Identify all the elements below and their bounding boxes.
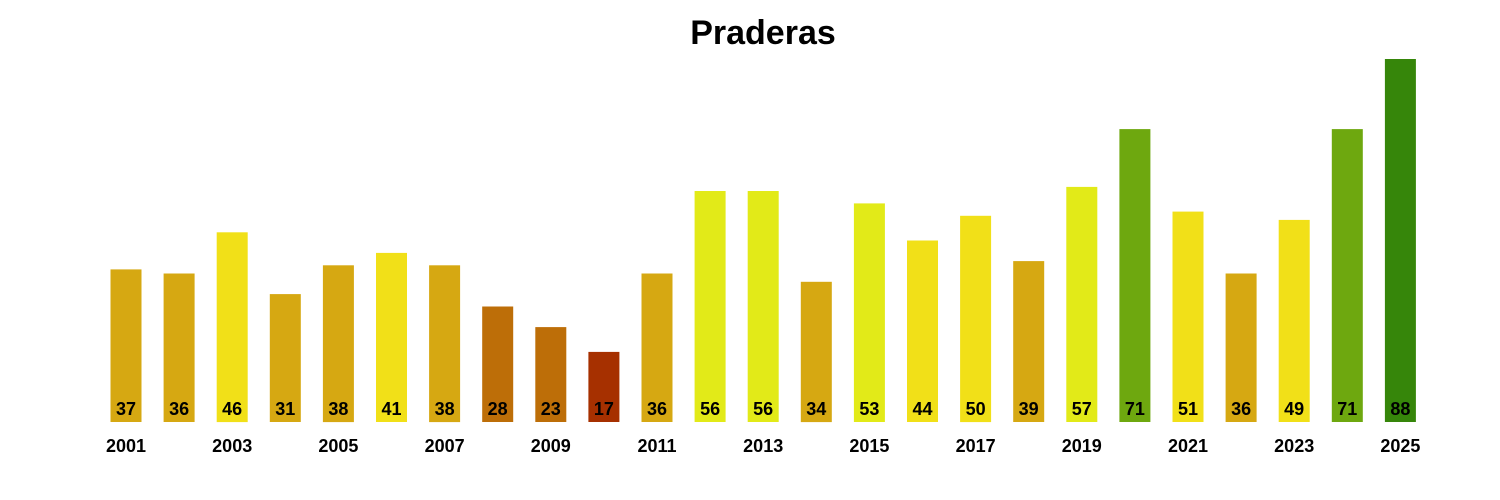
x-tick-2017: 2017 bbox=[956, 436, 996, 456]
value-label-2017: 50 bbox=[966, 399, 986, 419]
value-label-2021: 51 bbox=[1178, 399, 1198, 419]
bar-2011 bbox=[641, 273, 673, 422]
x-tick-2011: 2011 bbox=[637, 436, 676, 456]
value-label-2015: 53 bbox=[859, 399, 879, 419]
x-tick-2003: 2003 bbox=[212, 436, 252, 456]
x-tick-2015: 2015 bbox=[849, 436, 889, 456]
bar-2010 bbox=[588, 351, 620, 422]
bars-group bbox=[110, 59, 1416, 423]
chart-title: Praderas bbox=[690, 14, 836, 52]
value-label-2014: 34 bbox=[806, 399, 826, 419]
value-label-2025: 88 bbox=[1390, 399, 1410, 419]
x-axis-tick-labels: 2001 2003 2005 2007 2009 2011 2013 2015 2017 2019… bbox=[106, 436, 1420, 456]
bar-2019 bbox=[1066, 186, 1098, 422]
value-labels-group: 37 36 46 31 38 41 38 28 23 17 36 56 56 34 53 44 50 39 57 71… bbox=[116, 399, 1410, 419]
value-label-2018: 39 bbox=[1019, 399, 1039, 419]
value-label-2007: 38 bbox=[435, 399, 455, 419]
bar-2023 bbox=[1278, 219, 1310, 422]
bar-2005 bbox=[322, 265, 354, 423]
value-label-2019: 57 bbox=[1072, 399, 1092, 419]
bar-2024 bbox=[1331, 129, 1363, 422]
x-tick-2019: 2019 bbox=[1062, 436, 1102, 456]
value-label-2020: 71 bbox=[1125, 399, 1145, 419]
value-label-2011: 36 bbox=[647, 399, 667, 419]
value-label-2009: 23 bbox=[541, 399, 561, 419]
value-label-2005: 38 bbox=[328, 399, 348, 419]
x-tick-2025: 2025 bbox=[1380, 436, 1420, 456]
x-tick-2007: 2007 bbox=[425, 436, 465, 456]
value-label-2008: 28 bbox=[488, 399, 508, 419]
value-label-2022: 36 bbox=[1231, 399, 1251, 419]
bar-2012 bbox=[694, 191, 726, 422]
bar-2018 bbox=[1013, 261, 1045, 422]
value-label-2001: 37 bbox=[116, 399, 136, 419]
bar-2006 bbox=[376, 252, 407, 422]
value-label-2010: 17 bbox=[594, 399, 614, 419]
bar-2014 bbox=[800, 281, 832, 423]
x-tick-2021: 2021 bbox=[1168, 436, 1208, 456]
bar-2008 bbox=[482, 306, 514, 422]
bar-2007 bbox=[429, 265, 461, 423]
bar-2009 bbox=[535, 327, 567, 422]
value-label-2006: 41 bbox=[381, 399, 401, 419]
bar-2016 bbox=[907, 240, 938, 422]
bar-2003 bbox=[216, 232, 248, 423]
bar-2015 bbox=[853, 203, 885, 422]
bar-2013 bbox=[747, 191, 779, 422]
x-tick-2009: 2009 bbox=[531, 436, 571, 456]
bar-2002 bbox=[163, 273, 195, 422]
bar-2017 bbox=[960, 215, 992, 423]
value-label-2012: 56 bbox=[700, 399, 720, 419]
bar-2022 bbox=[1225, 273, 1257, 422]
value-label-2016: 44 bbox=[912, 399, 932, 419]
x-tick-2005: 2005 bbox=[318, 436, 358, 456]
value-label-2003: 46 bbox=[222, 399, 242, 419]
x-tick-2023: 2023 bbox=[1274, 436, 1314, 456]
bar-2004 bbox=[269, 294, 301, 422]
x-tick-2013: 2013 bbox=[743, 436, 783, 456]
value-label-2002: 36 bbox=[169, 399, 189, 419]
bar-2020 bbox=[1119, 129, 1151, 422]
value-label-2024: 71 bbox=[1337, 399, 1357, 419]
value-label-2023: 49 bbox=[1284, 399, 1304, 419]
value-label-2013: 56 bbox=[753, 399, 773, 419]
bar-2021 bbox=[1172, 211, 1204, 422]
bar-2001 bbox=[110, 269, 142, 422]
bar-2025 bbox=[1384, 59, 1416, 422]
x-tick-2001: 2001 bbox=[106, 436, 146, 456]
value-label-2004: 31 bbox=[275, 399, 295, 419]
